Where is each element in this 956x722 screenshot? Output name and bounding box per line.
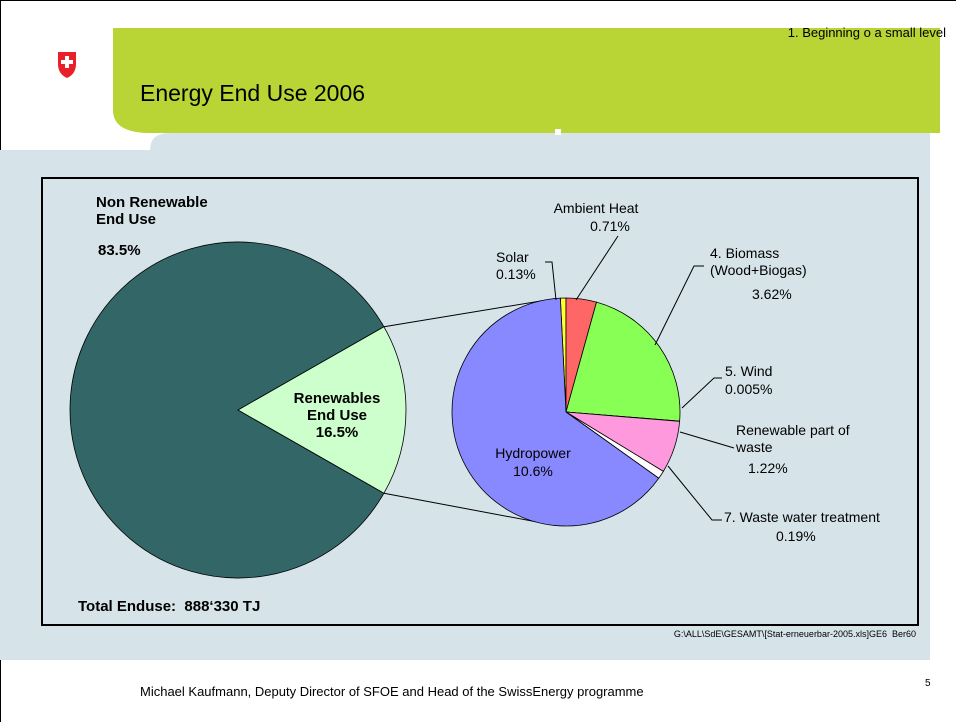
slide-note: 1. Beginning o a small level bbox=[787, 25, 946, 40]
annotation: Total Enduse: 888‘330 TJ bbox=[78, 598, 261, 615]
category-label: Renewable part of waste bbox=[736, 422, 850, 455]
category-label: Ambient Heat bbox=[553, 200, 639, 216]
value-label: 3.62% bbox=[752, 286, 792, 302]
category-label: 5. Wind bbox=[725, 363, 773, 379]
page-number: 5 bbox=[925, 678, 931, 689]
swiss-cross bbox=[61, 56, 73, 68]
footer: Michael Kaufmann, Deputy Director of SFO… bbox=[140, 684, 644, 699]
category-label: 4. Biomass (Wood+Biogas) bbox=[710, 245, 807, 278]
pie-slice bbox=[69, 241, 385, 579]
value-label: 0.13% bbox=[496, 266, 536, 282]
pie-slice bbox=[451, 297, 660, 527]
marker bbox=[555, 129, 561, 135]
value-label: 0.005% bbox=[725, 381, 773, 397]
value-label: 10.6% bbox=[513, 463, 553, 479]
connector bbox=[383, 297, 557, 328]
category-label: Non Renewable End Use bbox=[96, 194, 208, 228]
category-label: Solar bbox=[496, 249, 529, 265]
value-label: 0.71% bbox=[590, 218, 630, 234]
slide-title: Energy End Use 2006 bbox=[140, 80, 366, 106]
leader-line bbox=[654, 265, 704, 346]
leader-line bbox=[667, 465, 722, 521]
pie-slice bbox=[237, 326, 407, 494]
category-label: 7. Waste water treatment bbox=[724, 509, 880, 525]
category-label: Hydropower bbox=[495, 445, 571, 461]
title-banner bbox=[113, 28, 940, 133]
leader-line bbox=[681, 377, 722, 409]
leader-line bbox=[575, 235, 619, 301]
pie-slice bbox=[565, 301, 681, 422]
value-label: 83.5% bbox=[98, 242, 141, 259]
source: G:\ALL\SdE\GESAMT\[Stat-erneuerbar-2005.… bbox=[673, 629, 916, 639]
leader-line bbox=[679, 431, 735, 449]
value-label: 16.5% bbox=[315, 424, 359, 441]
connector bbox=[383, 492, 557, 527]
value-label: 0.19% bbox=[776, 528, 816, 544]
category-label: Renewables End Use bbox=[293, 390, 381, 424]
value-label: 1.22% bbox=[748, 460, 788, 476]
leader-line bbox=[545, 261, 557, 301]
